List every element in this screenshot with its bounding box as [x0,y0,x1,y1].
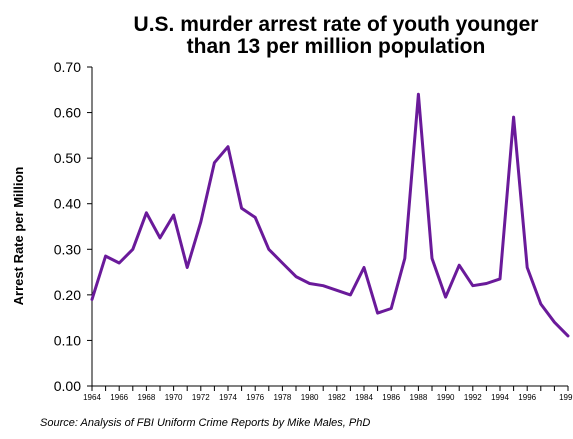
y-tick-label: 0.70 [54,59,81,75]
x-tick-label: 1980 [301,393,319,402]
y-tick-label: 0.40 [54,196,81,212]
x-tick-label: 1978 [274,393,292,402]
x-tick-label: 1968 [138,393,156,402]
y-tick-label: 0.50 [54,150,81,166]
x-tick-label: 1964 [83,393,101,402]
x-tick-label: 1984 [355,393,373,402]
x-tick-label: 1970 [165,393,183,402]
y-tick-label: 0.10 [54,332,81,348]
y-tick-label: 0.30 [54,241,81,257]
x-tick-label: 1976 [246,393,264,402]
axes [87,66,569,391]
chart-title-line-1: U.S. murder arrest rate of youth younger [134,13,539,36]
y-tick-label: 0.00 [54,378,81,394]
x-tick-label: 1990 [437,393,455,402]
series-line [90,92,570,338]
x-tick-labels: 1964 1966 1968 1970 1972 1974 1976 1978 1980 1982… [83,393,573,402]
y-tick-label: 0.20 [54,287,81,303]
x-tick-label: 1988 [410,393,428,402]
y-axis-label: Arrest Rate per Million [11,167,26,306]
x-tick-label: 1982 [328,393,346,402]
source-note: Source: Analysis of FBI Uniform Crime Re… [40,417,370,429]
y-tick-label: 0.60 [54,105,81,121]
x-tick-label: 1994 [491,393,509,402]
x-tick-label: 1996 [518,393,536,402]
x-tick-label: 1992 [464,393,482,402]
y-tick-labels: 0.00 0.10 0.20 0.30 0.40 0.50 0.60 0.70 [54,59,81,394]
series-group [90,92,570,338]
x-tick-label: 1966 [110,393,128,402]
chart-title-line-2: than 13 per million population [187,35,486,58]
x-tick-label: 1999 [559,393,573,402]
x-tick-label: 1972 [192,393,210,402]
x-tick-label: 1986 [382,393,400,402]
x-tick-label: 1974 [219,393,237,402]
